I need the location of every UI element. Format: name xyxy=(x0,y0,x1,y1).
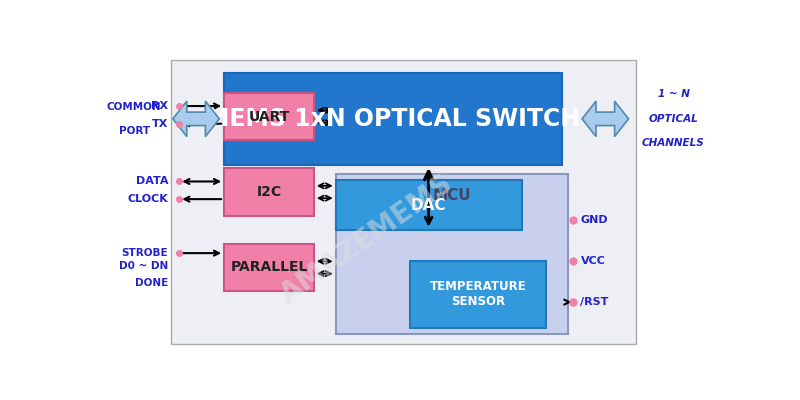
Bar xyxy=(410,260,546,328)
Text: DATA: DATA xyxy=(136,176,168,186)
Text: GND: GND xyxy=(581,216,608,226)
Text: COMMON: COMMON xyxy=(106,102,162,112)
Text: TEMPERATURE
SENSOR: TEMPERATURE SENSOR xyxy=(430,280,526,308)
Text: TX: TX xyxy=(152,119,168,129)
Text: CHANNELS: CHANNELS xyxy=(642,138,705,148)
Text: AMAZEMEMS: AMAZEMEMS xyxy=(275,169,458,309)
Text: PARALLEL: PARALLEL xyxy=(230,260,308,274)
Polygon shape xyxy=(173,101,219,136)
Text: PORT: PORT xyxy=(118,126,150,136)
Text: CLOCK: CLOCK xyxy=(127,194,168,204)
Bar xyxy=(336,180,522,230)
Text: UART: UART xyxy=(248,110,290,124)
Bar xyxy=(336,174,568,334)
Polygon shape xyxy=(582,101,629,136)
Text: DONE: DONE xyxy=(135,278,168,288)
Text: I2C: I2C xyxy=(256,185,282,199)
Text: MCU: MCU xyxy=(433,188,471,203)
Text: OPTICAL: OPTICAL xyxy=(649,114,698,124)
Bar xyxy=(224,73,562,165)
Text: D0 ~ DN: D0 ~ DN xyxy=(119,262,168,272)
Bar xyxy=(224,168,314,216)
Bar xyxy=(171,60,636,344)
Text: VCC: VCC xyxy=(581,256,606,266)
Text: STROBE: STROBE xyxy=(122,248,168,258)
Text: DAC: DAC xyxy=(411,198,446,212)
Bar xyxy=(224,93,314,140)
Text: MEMS 1xN OPTICAL SWITCH: MEMS 1xN OPTICAL SWITCH xyxy=(206,107,580,131)
Text: /RST: /RST xyxy=(581,297,609,307)
Text: 1 ~ N: 1 ~ N xyxy=(658,89,690,99)
Text: RX: RX xyxy=(151,101,168,111)
Bar xyxy=(224,244,314,291)
